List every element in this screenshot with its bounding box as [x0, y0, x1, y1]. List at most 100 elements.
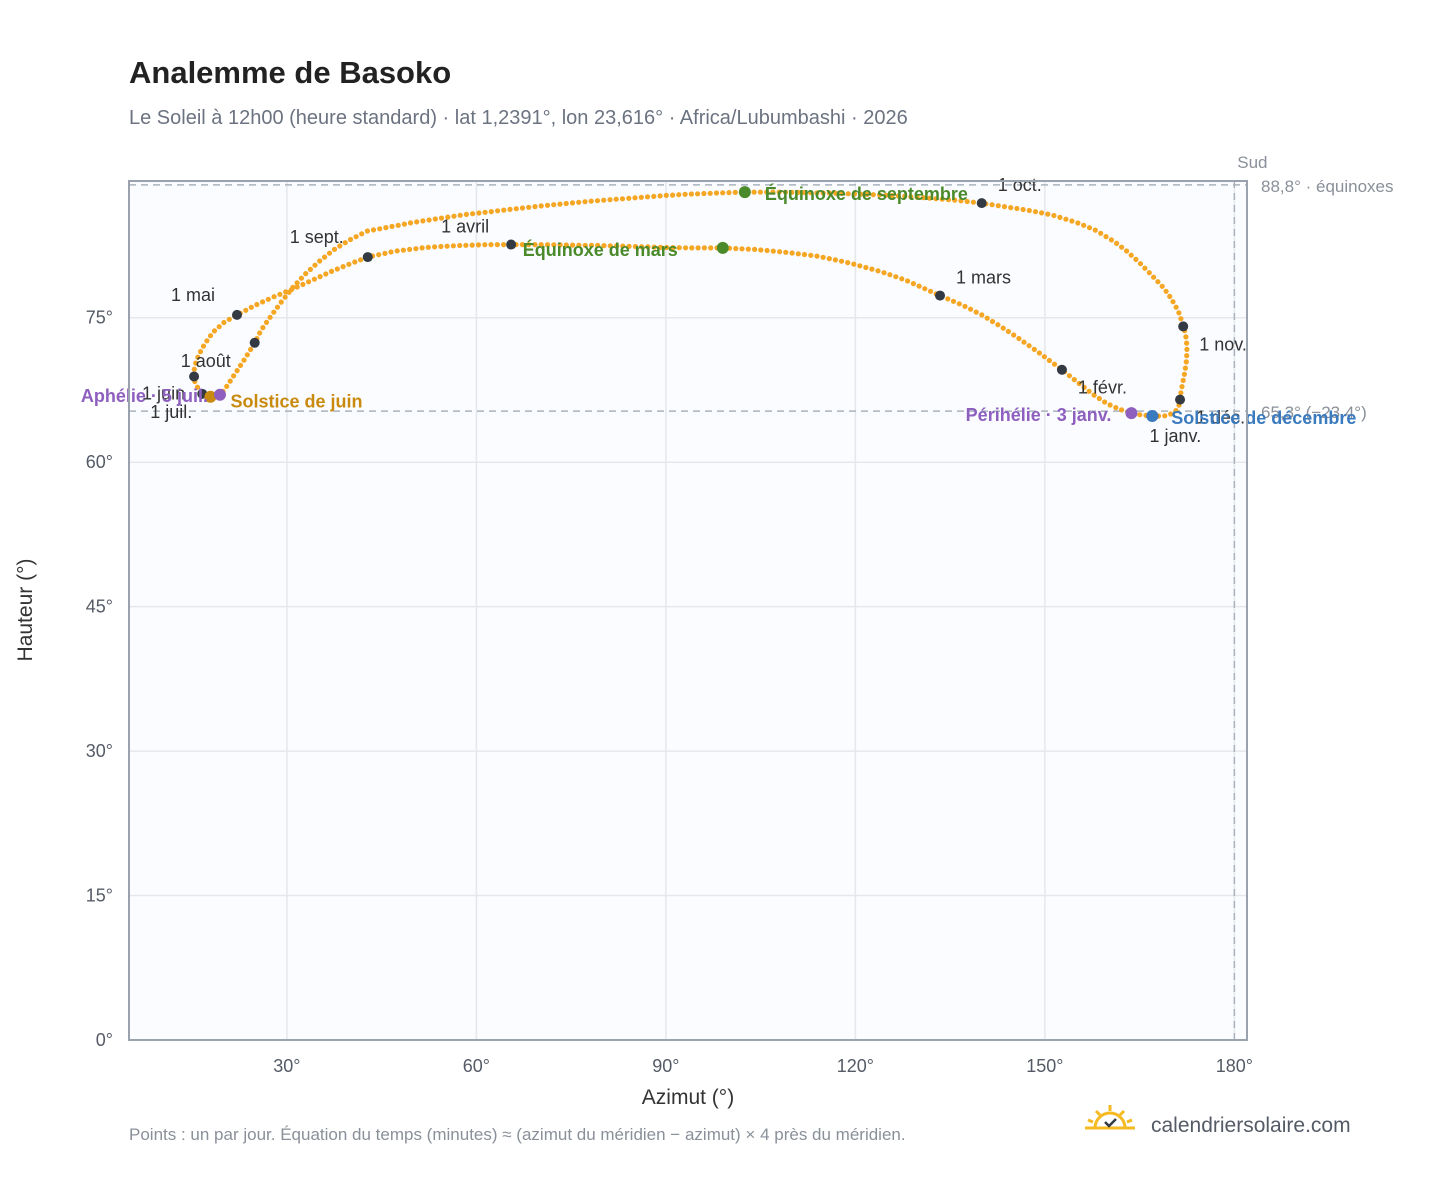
daily-sun-point: [1107, 402, 1113, 408]
daily-sun-point: [670, 245, 676, 251]
daily-sun-point: [570, 242, 576, 248]
daily-sun-point: [1102, 399, 1108, 405]
daily-sun-point: [883, 192, 889, 198]
daily-sun-point: [283, 289, 289, 295]
daily-sun-point: [294, 280, 300, 286]
month-label: 1 oct.: [998, 175, 1042, 195]
daily-sun-point: [1180, 377, 1186, 383]
daily-sun-point: [519, 205, 526, 211]
daily-sun-point: [657, 193, 663, 199]
daily-sun-point: [1026, 343, 1032, 349]
event-marker: [204, 390, 217, 403]
daily-sun-point: [501, 207, 507, 213]
daily-sun-point: [689, 245, 695, 251]
daily-sun-point: [582, 242, 588, 248]
daily-sun-point: [1005, 328, 1012, 335]
daily-sun-point: [887, 272, 893, 278]
daily-sun-point: [317, 258, 323, 264]
daily-sun-point: [726, 190, 732, 196]
daily-sun-point: [927, 288, 934, 294]
daily-sun-point: [1133, 256, 1139, 262]
daily-sun-point: [863, 264, 869, 271]
daily-sun-point: [282, 294, 288, 300]
daily-sun-point: [801, 189, 807, 196]
daily-sun-point: [1098, 230, 1104, 236]
daily-sun-point: [601, 197, 607, 203]
daily-sun-point: [764, 189, 770, 195]
daily-sun-point: [1142, 265, 1148, 271]
daily-sun-point: [950, 298, 957, 304]
daily-sun-point: [526, 242, 532, 248]
daily-sun-point: [544, 202, 551, 208]
daily-sun-point: [795, 189, 801, 195]
daily-sun-point: [1086, 225, 1093, 231]
month-marker: [249, 337, 260, 348]
daily-sun-point: [1159, 283, 1165, 289]
event-label: Solstice de décembre: [1171, 408, 1356, 428]
month-marker: [976, 198, 987, 209]
daily-sun-point: [207, 333, 214, 339]
daily-sun-point: [1046, 357, 1052, 364]
daily-sun-point: [317, 274, 323, 280]
daily-sun-point: [248, 304, 254, 310]
daily-sun-point: [340, 264, 346, 270]
daily-sun-point: [451, 213, 457, 219]
month-label: 1 déc.: [1196, 408, 1245, 428]
daily-sun-point: [1168, 411, 1174, 417]
daily-sun-point: [905, 278, 911, 284]
daily-sun-point: [1092, 227, 1098, 233]
daily-sun-point: [688, 191, 695, 197]
month-label: 1 nov.: [1199, 334, 1247, 354]
daily-sun-point: [1016, 335, 1022, 342]
daily-sun-point: [538, 242, 544, 248]
daily-sun-point: [995, 203, 1001, 209]
daily-sun-point: [331, 246, 338, 252]
daily-sun-point: [334, 266, 340, 272]
daily-sun-point: [370, 227, 377, 233]
daily-sun-point: [193, 360, 199, 366]
daily-sun-point: [632, 195, 638, 201]
month-label: 1 août: [181, 351, 231, 371]
daily-sun-point: [407, 246, 413, 252]
daily-sun-point: [231, 373, 237, 379]
daily-sun-point: [407, 220, 414, 226]
daily-sun-point: [902, 193, 908, 199]
daily-sun-point: [889, 193, 895, 199]
daily-sun-point: [383, 225, 389, 231]
daily-sun-point: [1113, 405, 1119, 411]
daily-sun-point: [388, 249, 394, 255]
daily-sun-point: [851, 261, 857, 267]
daily-sun-point: [626, 243, 632, 249]
daily-sun-point: [532, 204, 538, 210]
daily-sun-point: [795, 251, 801, 257]
daily-sun-point: [607, 197, 613, 203]
daily-sun-point: [1184, 346, 1190, 352]
daily-sun-point: [476, 210, 482, 216]
daily-sun-point: [376, 252, 382, 258]
daily-sun-point: [614, 243, 620, 249]
daily-sun-point: [551, 242, 557, 248]
daily-sun-point: [463, 211, 469, 217]
brand-sun-icon: [1085, 1105, 1135, 1130]
daily-sun-point: [757, 189, 764, 195]
daily-sun-point: [952, 197, 958, 203]
daily-sun-point: [197, 349, 204, 355]
daily-sun-point: [1173, 408, 1179, 414]
daily-sun-point: [1184, 340, 1190, 346]
daily-sun-point: [494, 242, 500, 248]
daily-sun-point: [739, 246, 745, 252]
event-label: Périhélie · 3 janv.: [966, 405, 1112, 425]
daily-sun-point: [708, 245, 714, 251]
chart-title: Analemme de Basoko: [129, 55, 451, 90]
daily-sun-point: [858, 191, 864, 197]
daily-sun-point: [1031, 346, 1037, 352]
daily-sun-point: [243, 307, 249, 313]
daily-sun-point: [758, 247, 764, 253]
daily-sun-point: [519, 242, 526, 248]
daily-sun-point: [1008, 205, 1014, 211]
daily-sun-point: [337, 243, 343, 249]
daily-sun-point: [260, 299, 266, 305]
daily-sun-point: [557, 242, 563, 248]
daily-sun-point: [601, 243, 607, 249]
daily-sun-point: [1020, 206, 1026, 213]
